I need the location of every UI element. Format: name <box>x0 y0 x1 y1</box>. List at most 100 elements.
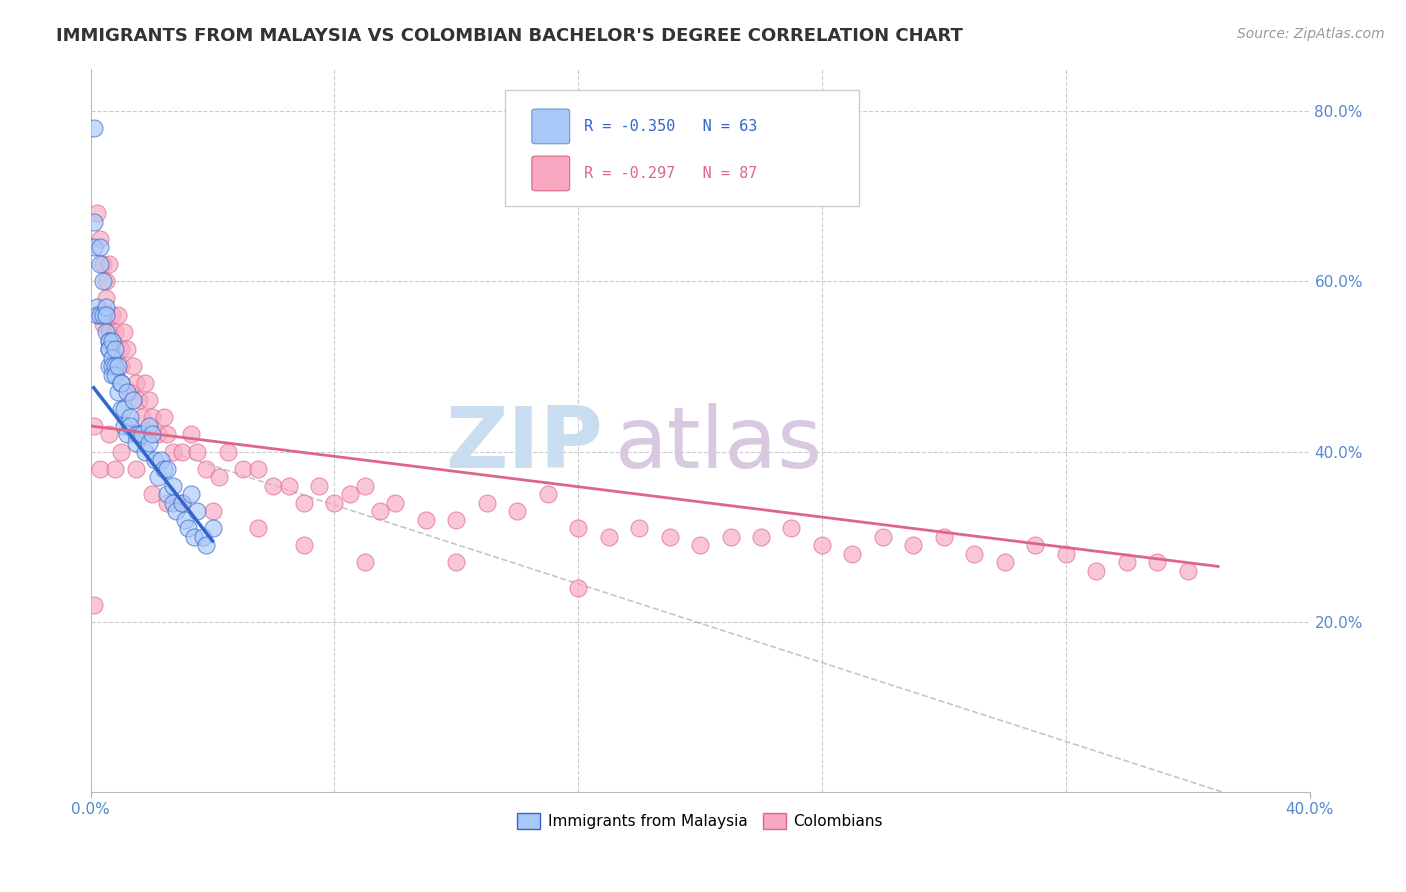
Text: Source: ZipAtlas.com: Source: ZipAtlas.com <box>1237 27 1385 41</box>
Point <box>110 444 132 458</box>
Point <box>120 419 142 434</box>
Point <box>446 555 468 569</box>
Point <box>112 326 135 340</box>
Point <box>83 215 105 229</box>
Point <box>384 495 406 509</box>
Point <box>134 444 156 458</box>
Point <box>110 401 132 416</box>
Point <box>138 419 160 434</box>
Point <box>125 436 148 450</box>
Point <box>101 368 124 382</box>
Point <box>156 487 179 501</box>
Point <box>86 206 108 220</box>
Point <box>932 530 955 544</box>
Point <box>110 376 132 391</box>
Point <box>97 334 120 348</box>
Point <box>339 487 361 501</box>
Point <box>104 368 127 382</box>
Point <box>94 274 117 288</box>
Point <box>97 257 120 271</box>
Point <box>1146 555 1168 569</box>
Point <box>232 461 254 475</box>
Point <box>91 257 114 271</box>
Point <box>134 376 156 391</box>
Point <box>308 478 330 492</box>
Point <box>156 495 179 509</box>
Point <box>567 581 589 595</box>
Point <box>115 384 138 399</box>
Legend: Immigrants from Malaysia, Colombians: Immigrants from Malaysia, Colombians <box>512 806 889 835</box>
Point <box>1177 564 1199 578</box>
Point <box>170 444 193 458</box>
Point <box>120 410 142 425</box>
Point <box>143 453 166 467</box>
Point <box>86 300 108 314</box>
Point <box>475 495 498 509</box>
Point <box>120 384 142 399</box>
Point <box>152 461 174 475</box>
Point <box>94 326 117 340</box>
Point <box>125 427 148 442</box>
Point <box>138 393 160 408</box>
Point <box>104 461 127 475</box>
Point <box>170 495 193 509</box>
Point <box>112 401 135 416</box>
Point <box>112 419 135 434</box>
Point <box>115 343 138 357</box>
Point <box>195 461 218 475</box>
Point <box>94 291 117 305</box>
Point <box>104 359 127 374</box>
Point <box>262 478 284 492</box>
Point <box>122 393 145 408</box>
Point <box>1024 538 1046 552</box>
Point <box>125 461 148 475</box>
FancyBboxPatch shape <box>531 109 569 144</box>
Point <box>83 598 105 612</box>
Point <box>83 419 105 434</box>
Point <box>152 410 174 425</box>
Point <box>567 521 589 535</box>
Point <box>97 343 120 357</box>
Point <box>598 530 620 544</box>
Point <box>101 334 124 348</box>
Point <box>174 513 197 527</box>
Point <box>277 478 299 492</box>
Point <box>180 427 202 442</box>
Point <box>177 521 200 535</box>
Point <box>170 495 193 509</box>
Point <box>195 538 218 552</box>
Point <box>354 478 377 492</box>
Point <box>91 274 114 288</box>
Point <box>101 351 124 365</box>
Point <box>89 240 111 254</box>
Point <box>963 547 986 561</box>
Point <box>506 504 529 518</box>
Point <box>97 334 120 348</box>
Point <box>165 504 187 518</box>
Point <box>323 495 346 509</box>
Point <box>89 461 111 475</box>
Point <box>292 538 315 552</box>
Point <box>720 530 742 544</box>
Point <box>110 376 132 391</box>
Point <box>841 547 863 561</box>
Point <box>89 232 111 246</box>
Point <box>628 521 651 535</box>
Text: ZIP: ZIP <box>444 403 603 486</box>
Point <box>658 530 681 544</box>
Text: IMMIGRANTS FROM MALAYSIA VS COLOMBIAN BACHELOR'S DEGREE CORRELATION CHART: IMMIGRANTS FROM MALAYSIA VS COLOMBIAN BA… <box>56 27 963 45</box>
Point <box>162 444 184 458</box>
Point <box>104 326 127 340</box>
Point <box>110 343 132 357</box>
Point <box>1054 547 1077 561</box>
Point <box>872 530 894 544</box>
Point <box>115 427 138 442</box>
Point <box>446 513 468 527</box>
Point <box>141 487 163 501</box>
FancyBboxPatch shape <box>531 156 569 191</box>
Point <box>156 427 179 442</box>
Point <box>180 487 202 501</box>
Point <box>354 555 377 569</box>
Point <box>89 309 111 323</box>
Point <box>110 359 132 374</box>
